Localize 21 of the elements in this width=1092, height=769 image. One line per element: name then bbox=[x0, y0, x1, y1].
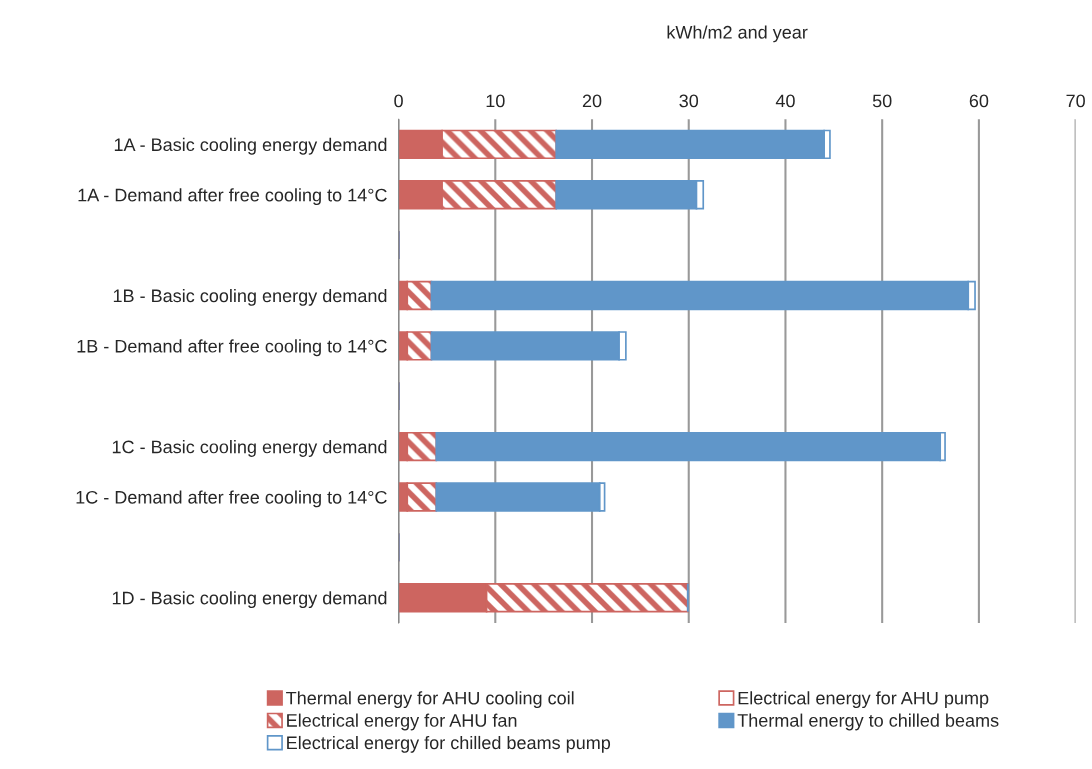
y-tick-label: 1A - Demand after free cooling to 14°C bbox=[78, 188, 387, 206]
y-tick-label: 1B - Demand after free cooling to 14°C bbox=[77, 339, 387, 357]
y-tick-label: 1D - Basic cooling energy demand bbox=[112, 591, 387, 608]
x-tick-label: 20 bbox=[582, 94, 602, 108]
x-tick-label: 30 bbox=[679, 94, 699, 108]
y-tick-label: 1B - Basic cooling energy demand bbox=[113, 288, 387, 306]
x-tick-label: 10 bbox=[486, 94, 505, 108]
y-tick-label: 1C - Demand after free cooling to 14°C bbox=[76, 490, 387, 508]
legend-label: Thermal energy for AHU cooling coil bbox=[286, 691, 574, 709]
x-tick-label: 70 bbox=[1066, 94, 1085, 108]
y-tick-label: 1A - Basic cooling energy demand bbox=[114, 137, 387, 155]
legend-label: Electrical energy for chilled beams pump bbox=[287, 735, 611, 753]
x-tick-label: 60 bbox=[969, 94, 989, 108]
x-tick-label: 0 bbox=[394, 94, 403, 108]
x-tick-label: 40 bbox=[775, 94, 795, 108]
x-axis-title: kWh/m2 and year bbox=[667, 25, 808, 43]
legend-label: Electrical energy for AHU pump bbox=[738, 691, 989, 709]
x-tick-label: 50 bbox=[872, 94, 892, 108]
legend-label: Electrical energy for AHU fan bbox=[287, 713, 517, 731]
legend-label: Thermal energy to chilled beams bbox=[737, 713, 999, 731]
y-tick-label: 1C - Basic cooling energy demand bbox=[112, 440, 387, 457]
